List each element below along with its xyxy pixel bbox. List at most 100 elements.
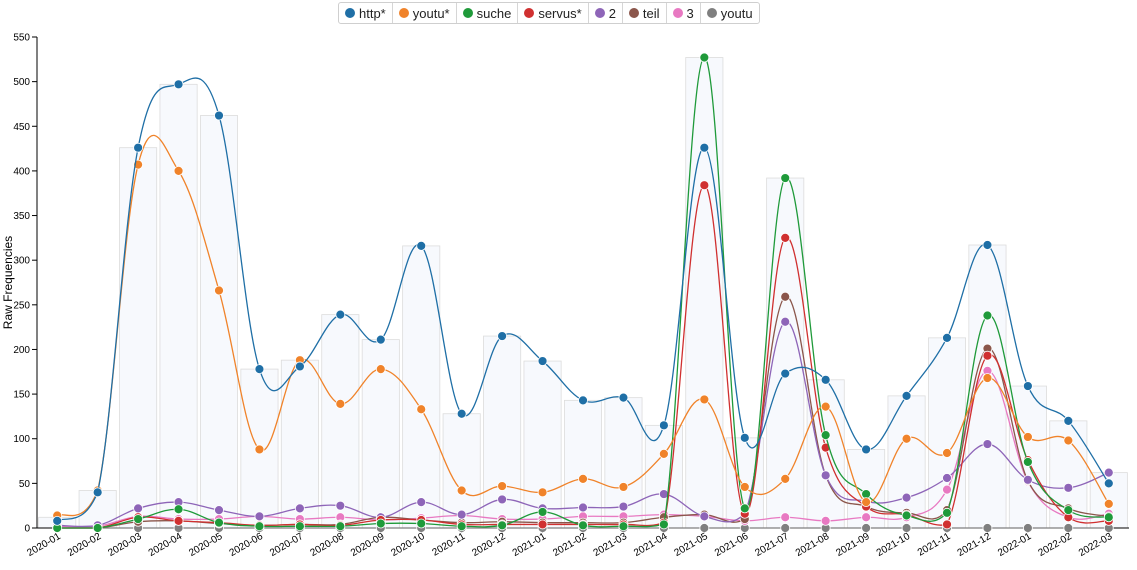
data-point[interactable] (456, 408, 467, 419)
data-point[interactable] (618, 501, 629, 512)
data-point[interactable] (254, 521, 265, 532)
data-point[interactable] (1063, 415, 1074, 426)
data-point[interactable] (578, 473, 588, 484)
legend-item[interactable]: youtu (701, 3, 759, 23)
data-point[interactable] (416, 497, 427, 508)
data-point[interactable] (133, 503, 144, 514)
legend-item[interactable]: youtu* (393, 3, 457, 23)
data-point[interactable] (1022, 432, 1033, 442)
data-point[interactable] (537, 487, 548, 498)
data-point[interactable] (780, 523, 791, 533)
data-point[interactable] (780, 173, 791, 183)
data-point[interactable] (1103, 512, 1114, 523)
data-point[interactable] (739, 432, 750, 443)
data-point[interactable] (942, 484, 952, 495)
data-point[interactable] (416, 404, 427, 415)
data-point[interactable] (861, 523, 872, 533)
data-point[interactable] (780, 368, 791, 379)
data-point[interactable] (780, 291, 791, 302)
data-point[interactable] (901, 492, 912, 503)
data-point[interactable] (497, 481, 508, 491)
data-point[interactable] (1103, 478, 1114, 489)
data-point[interactable] (699, 180, 710, 191)
data-point[interactable] (982, 373, 993, 383)
data-point[interactable] (1022, 474, 1033, 485)
data-point[interactable] (173, 166, 184, 176)
data-point[interactable] (335, 500, 346, 511)
data-point[interactable] (335, 399, 346, 409)
data-point[interactable] (214, 505, 224, 516)
data-point[interactable] (375, 364, 386, 374)
data-point[interactable] (982, 523, 993, 533)
data-point[interactable] (861, 444, 872, 455)
data-point[interactable] (1022, 523, 1033, 533)
data-point[interactable] (375, 334, 386, 345)
data-point[interactable] (294, 361, 305, 372)
data-point[interactable] (982, 310, 993, 321)
data-point[interactable] (739, 503, 750, 514)
data-point[interactable] (618, 521, 629, 532)
data-point[interactable] (254, 444, 265, 455)
data-point[interactable] (173, 504, 184, 515)
data-point[interactable] (982, 439, 993, 449)
data-point[interactable] (942, 332, 952, 343)
data-point[interactable] (497, 331, 508, 341)
data-point[interactable] (901, 433, 912, 444)
data-point[interactable] (92, 523, 103, 533)
legend-item[interactable]: teil (623, 3, 667, 23)
data-point[interactable] (820, 401, 831, 412)
data-point[interactable] (820, 374, 831, 385)
data-point[interactable] (254, 364, 265, 374)
data-point[interactable] (416, 240, 427, 251)
legend-item[interactable]: 2 (589, 3, 623, 23)
data-point[interactable] (1022, 457, 1033, 467)
data-point[interactable] (820, 515, 831, 526)
data-point[interactable] (578, 520, 588, 531)
data-point[interactable] (456, 485, 467, 496)
data-point[interactable] (901, 523, 912, 533)
data-point[interactable] (658, 449, 669, 459)
legend-item[interactable]: suche (457, 3, 519, 23)
data-point[interactable] (456, 521, 467, 532)
data-point[interactable] (578, 395, 588, 406)
data-point[interactable] (1103, 467, 1114, 478)
data-point[interactable] (1063, 435, 1074, 446)
data-point[interactable] (780, 512, 791, 523)
data-point[interactable] (699, 523, 710, 533)
data-point[interactable] (780, 316, 791, 327)
data-point[interactable] (537, 507, 548, 517)
data-point[interactable] (497, 494, 508, 505)
data-point[interactable] (133, 514, 144, 524)
data-point[interactable] (133, 142, 144, 153)
legend-item[interactable]: http* (339, 3, 393, 23)
data-point[interactable] (1063, 505, 1074, 516)
data-point[interactable] (861, 497, 872, 508)
data-point[interactable] (901, 390, 912, 401)
data-point[interactable] (699, 142, 710, 153)
data-point[interactable] (578, 502, 588, 513)
data-point[interactable] (375, 518, 386, 529)
data-point[interactable] (456, 509, 467, 520)
data-point[interactable] (780, 232, 791, 243)
data-point[interactable] (861, 512, 872, 523)
data-point[interactable] (942, 473, 952, 483)
data-point[interactable] (1063, 482, 1074, 493)
data-point[interactable] (1063, 523, 1074, 533)
data-point[interactable] (699, 511, 710, 522)
data-point[interactable] (214, 285, 224, 296)
data-point[interactable] (537, 356, 548, 366)
data-point[interactable] (942, 519, 952, 530)
data-point[interactable] (294, 521, 305, 532)
data-point[interactable] (658, 420, 669, 431)
data-point[interactable] (497, 520, 508, 531)
data-point[interactable] (942, 448, 952, 458)
data-point[interactable] (942, 507, 952, 518)
data-point[interactable] (820, 430, 831, 441)
data-point[interactable] (52, 515, 63, 526)
data-point[interactable] (294, 503, 305, 514)
data-point[interactable] (982, 350, 993, 361)
data-point[interactable] (214, 517, 224, 528)
data-point[interactable] (618, 392, 629, 403)
data-point[interactable] (416, 518, 427, 529)
data-point[interactable] (699, 394, 710, 405)
